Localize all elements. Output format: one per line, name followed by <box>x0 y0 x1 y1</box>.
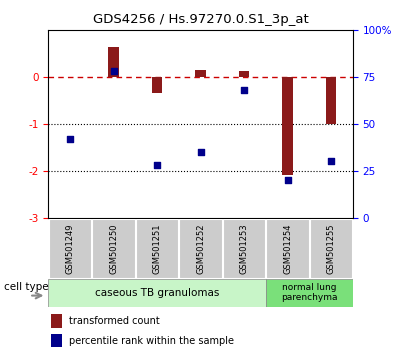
Bar <box>239 71 249 77</box>
Text: GSM501250: GSM501250 <box>109 223 118 274</box>
Bar <box>92 219 135 278</box>
Text: GSM501251: GSM501251 <box>152 223 162 274</box>
Text: transformed count: transformed count <box>69 316 160 326</box>
Bar <box>310 219 352 278</box>
Text: GSM501255: GSM501255 <box>327 223 336 274</box>
Text: cell type: cell type <box>4 282 49 292</box>
Bar <box>282 77 293 176</box>
Point <box>110 69 117 74</box>
Bar <box>49 219 92 278</box>
Bar <box>223 219 265 278</box>
Point <box>154 162 160 168</box>
Bar <box>266 279 353 307</box>
Bar <box>179 219 222 278</box>
Bar <box>136 219 178 278</box>
Text: GSM501252: GSM501252 <box>196 223 205 274</box>
Text: percentile rank within the sample: percentile rank within the sample <box>69 336 234 346</box>
Bar <box>326 77 336 124</box>
Bar <box>266 219 309 278</box>
Bar <box>195 70 206 77</box>
Bar <box>48 279 266 307</box>
Title: GDS4256 / Hs.97270.0.S1_3p_at: GDS4256 / Hs.97270.0.S1_3p_at <box>93 13 308 26</box>
Text: caseous TB granulomas: caseous TB granulomas <box>95 288 219 298</box>
Text: GSM501254: GSM501254 <box>283 223 292 274</box>
Point <box>241 87 247 93</box>
Point <box>284 177 291 183</box>
Point <box>67 136 74 142</box>
Point <box>197 149 204 155</box>
Text: GSM501253: GSM501253 <box>239 223 249 274</box>
Bar <box>51 314 62 328</box>
Text: normal lung
parenchyma: normal lung parenchyma <box>281 283 338 302</box>
Text: GSM501249: GSM501249 <box>66 223 75 274</box>
Point <box>328 159 334 164</box>
Bar <box>51 334 62 347</box>
Bar <box>152 77 163 93</box>
Bar <box>108 46 119 77</box>
